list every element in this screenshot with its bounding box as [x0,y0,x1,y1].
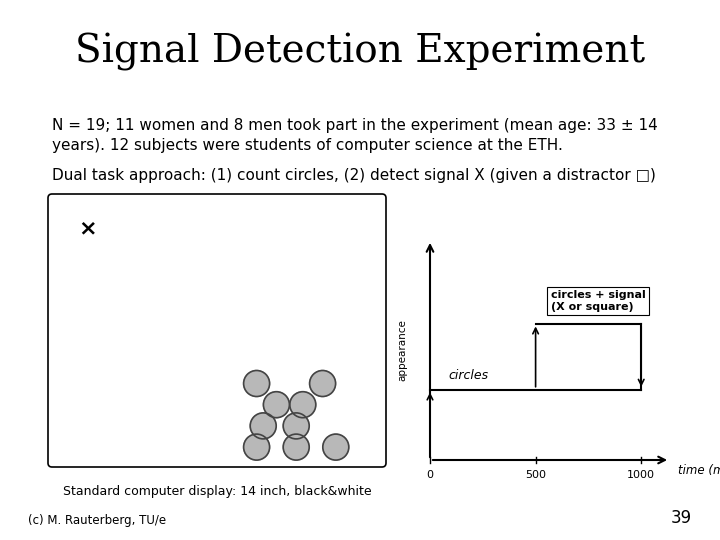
Circle shape [283,434,309,460]
Text: circles + signal
(X or square): circles + signal (X or square) [551,290,645,312]
Text: 500: 500 [525,470,546,480]
Text: appearance: appearance [397,319,407,381]
Circle shape [243,434,269,460]
Text: 39: 39 [671,509,692,527]
Circle shape [264,392,289,418]
Circle shape [243,370,269,396]
Text: Dual task approach: (1) count circles, (2) detect signal X (given a distractor □: Dual task approach: (1) count circles, (… [52,168,656,183]
Text: (c) M. Rauterberg, TU/e: (c) M. Rauterberg, TU/e [28,514,166,527]
FancyBboxPatch shape [48,194,386,467]
Text: Standard computer display: 14 inch, black&white: Standard computer display: 14 inch, blac… [63,485,372,498]
Circle shape [323,434,348,460]
Text: ×: × [78,218,97,238]
Text: circles: circles [448,369,488,382]
Circle shape [251,413,276,439]
Text: time (ms): time (ms) [678,464,720,477]
Circle shape [283,413,309,439]
Text: 1000: 1000 [627,470,655,480]
Circle shape [310,370,336,396]
Circle shape [289,392,316,418]
Text: 0: 0 [426,470,433,480]
Text: N = 19; 11 women and 8 men took part in the experiment (mean age: 33 ± 14
years): N = 19; 11 women and 8 men took part in … [52,118,658,153]
Text: Signal Detection Experiment: Signal Detection Experiment [75,33,645,71]
